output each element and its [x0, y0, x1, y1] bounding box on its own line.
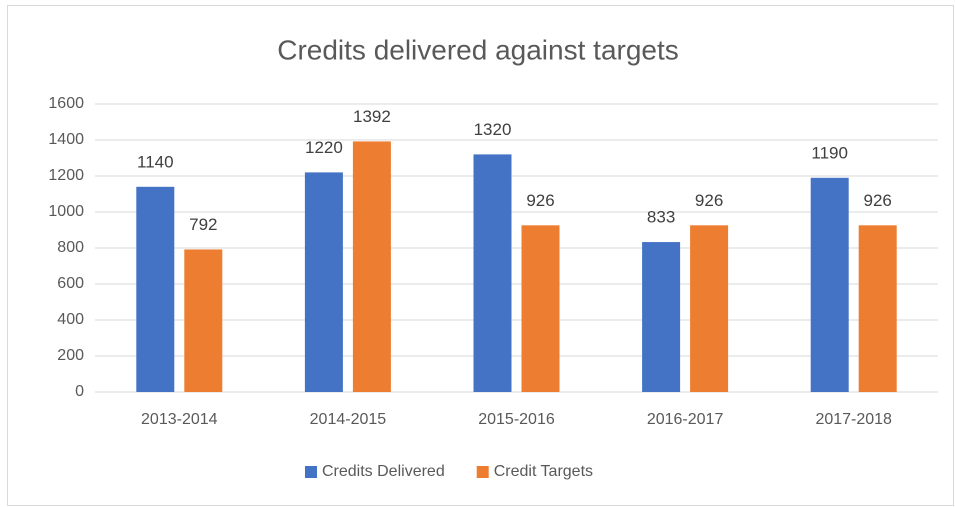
legend-label: Credit Targets [494, 463, 593, 480]
data-label: 926 [526, 191, 554, 210]
y-tick-label: 0 [75, 383, 84, 400]
y-tick-label: 1600 [48, 95, 84, 112]
x-tick-label: 2014-2015 [310, 411, 387, 428]
x-tick-label: 2015-2016 [478, 411, 555, 428]
data-label: 792 [189, 215, 217, 234]
y-tick-label: 400 [57, 311, 84, 328]
y-tick-label: 1400 [48, 131, 84, 148]
data-label: 1220 [305, 138, 343, 157]
chart-title: Credits delivered against targets [277, 34, 679, 65]
x-tick-label: 2016-2017 [647, 411, 724, 428]
x-tick-label: 2017-2018 [815, 411, 892, 428]
bar [304, 172, 343, 392]
bar [858, 225, 897, 392]
data-label: 1190 [811, 143, 848, 162]
y-tick-label: 800 [57, 239, 84, 256]
legend-swatch [476, 466, 489, 478]
x-tick-label: 2013-2014 [141, 411, 218, 428]
legend-label: Credits Delivered [322, 463, 445, 480]
legend-swatch [305, 466, 317, 478]
data-label: 926 [864, 191, 892, 210]
bar [184, 249, 223, 392]
data-label: 833 [647, 208, 675, 227]
bar [642, 242, 681, 392]
y-tick-label: 1200 [48, 167, 84, 184]
data-label: 1320 [474, 120, 512, 139]
data-label: 926 [695, 191, 723, 210]
data-label: 1392 [353, 107, 391, 126]
bar [473, 154, 512, 392]
y-tick-label: 200 [57, 347, 84, 364]
data-label: 1140 [137, 152, 174, 171]
y-tick-label: 1000 [48, 203, 84, 220]
bar [810, 177, 849, 392]
bar [690, 225, 729, 392]
bar [521, 225, 560, 392]
bar [352, 141, 391, 392]
bar [136, 186, 175, 392]
y-tick-label: 600 [57, 275, 84, 292]
